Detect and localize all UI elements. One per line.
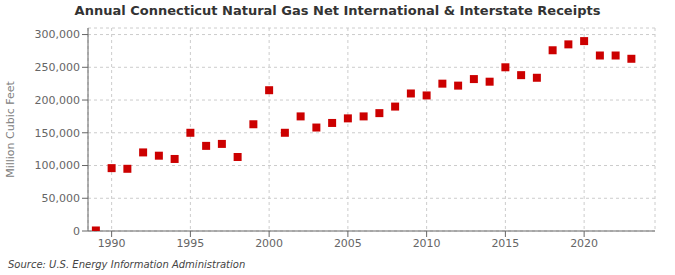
svg-text:0: 0 — [73, 225, 80, 238]
svg-text:Million Cubic Feet: Million Cubic Feet — [8, 80, 17, 177]
svg-text:250,000: 250,000 — [35, 61, 81, 74]
svg-text:150,000: 150,000 — [35, 127, 81, 140]
html-text:Source: U.S. Energy Informatio: Source: U.S. Energy Information Administ… — [8, 259, 246, 270]
svg-text:2020: 2020 — [570, 237, 598, 250]
svg-text:100,000: 100,000 — [35, 159, 81, 172]
svg-text:2010: 2010 — [413, 237, 441, 250]
svg-text:300,000: 300,000 — [35, 28, 81, 41]
svg-text:200,000: 200,000 — [35, 94, 81, 107]
html-text:Annual Connecticut Natural Gas: Annual Connecticut Natural Gas Net Inter… — [74, 3, 601, 18]
svg-text:50,000: 50,000 — [42, 192, 81, 205]
svg-text:2015: 2015 — [491, 237, 519, 250]
svg-text:1990: 1990 — [98, 237, 126, 250]
svg-text:2005: 2005 — [334, 237, 362, 250]
svg-text:2000: 2000 — [255, 237, 283, 250]
svg-text:1995: 1995 — [176, 237, 204, 250]
